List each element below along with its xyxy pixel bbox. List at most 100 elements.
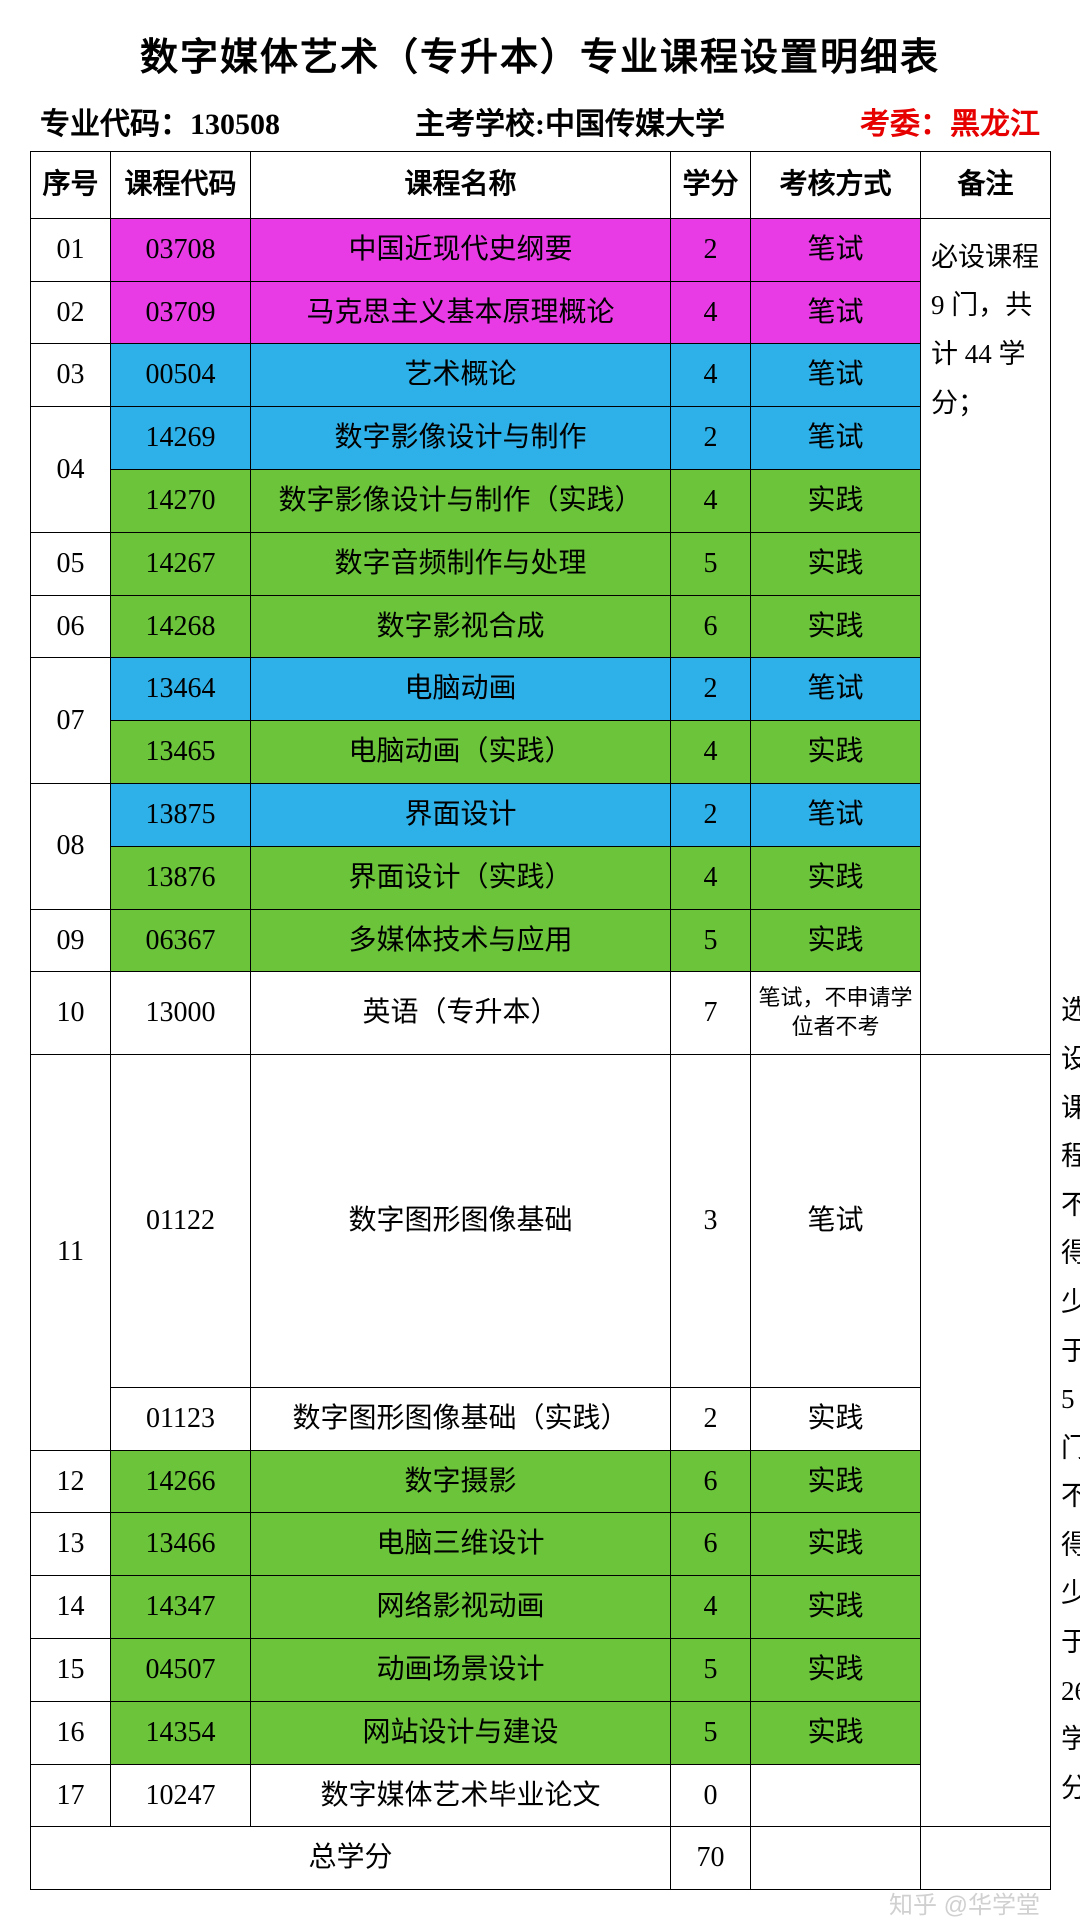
cell-code: 01122 xyxy=(111,1054,251,1387)
major-code-label: 专业代码： xyxy=(40,108,190,141)
cell-seq: 08 xyxy=(31,783,111,909)
cell-seq: 09 xyxy=(31,909,111,972)
cell-exam: 实践 xyxy=(751,1701,921,1764)
cell-name: 数字影像设计与制作（实践） xyxy=(251,469,671,532)
cell-code: 13876 xyxy=(111,846,251,909)
cell-seq: 02 xyxy=(31,281,111,344)
table-row: 0203709马克思主义基本原理概论4笔试 xyxy=(31,281,1051,344)
table-row: 0414269数字影像设计与制作2笔试 xyxy=(31,407,1051,470)
cell-exam: 实践 xyxy=(751,909,921,972)
total-empty xyxy=(921,1827,1051,1890)
table-row: 0300504艺术概论4笔试 xyxy=(31,344,1051,407)
cell-seq: 07 xyxy=(31,658,111,784)
cell-name: 英语（专升本） xyxy=(251,972,671,1054)
col-code: 课程代码 xyxy=(111,152,251,219)
cell-credit: 4 xyxy=(671,469,751,532)
cell-name: 数字影像设计与制作 xyxy=(251,407,671,470)
cell-seq: 10 xyxy=(31,972,111,1054)
cell-credit: 5 xyxy=(671,532,751,595)
cell-seq: 14 xyxy=(31,1576,111,1639)
cell-name: 电脑动画 xyxy=(251,658,671,721)
cell-credit: 4 xyxy=(671,344,751,407)
cell-name: 数字影视合成 xyxy=(251,595,671,658)
cell-exam: 笔试 xyxy=(751,783,921,846)
cell-code: 14266 xyxy=(111,1450,251,1513)
cell-seq: 03 xyxy=(31,344,111,407)
cell-exam: 笔试 xyxy=(751,344,921,407)
table-row: 0514267数字音频制作与处理5实践 xyxy=(31,532,1051,595)
cell-name: 数字媒体艺术毕业论文 xyxy=(251,1764,671,1827)
cell-credit: 6 xyxy=(671,595,751,658)
cell-name: 电脑动画（实践） xyxy=(251,721,671,784)
cell-seq: 16 xyxy=(31,1701,111,1764)
school-label: 主考学校: xyxy=(415,108,545,141)
table-header-row: 序号 课程代码 课程名称 学分 考核方式 备注 xyxy=(31,152,1051,219)
cell-code: 06367 xyxy=(111,909,251,972)
cell-exam: 笔试 xyxy=(751,281,921,344)
table-row: 1101122数字图形图像基础3笔试 xyxy=(31,1054,1051,1387)
table-row: 1710247数字媒体艺术毕业论文0 xyxy=(31,1764,1051,1827)
table-row: 13465电脑动画（实践）4实践 xyxy=(31,721,1051,784)
cell-exam: 实践 xyxy=(751,1639,921,1702)
cell-name: 中国近现代史纲要 xyxy=(251,218,671,281)
table-row: 1013000英语（专升本）7笔试，不申请学位者不考选设课程不得少于 5 门，不… xyxy=(31,972,1051,1054)
cell-seq: 11 xyxy=(31,1054,111,1450)
cell-credit: 6 xyxy=(671,1513,751,1576)
table-row: 14270数字影像设计与制作（实践）4实践 xyxy=(31,469,1051,532)
cell-credit: 2 xyxy=(671,783,751,846)
cell-name: 数字摄影 xyxy=(251,1450,671,1513)
cell-seq: 04 xyxy=(31,407,111,533)
cell-code: 04507 xyxy=(111,1639,251,1702)
cell-credit: 4 xyxy=(671,846,751,909)
col-exam: 考核方式 xyxy=(751,152,921,219)
cell-exam: 笔试，不申请学位者不考 xyxy=(751,972,921,1054)
table-row: 0103708中国近现代史纲要2笔试必设课程 9 门，共计 44 学分； xyxy=(31,218,1051,281)
cell-credit: 0 xyxy=(671,1764,751,1827)
cell-exam: 笔试 xyxy=(751,218,921,281)
cell-name: 动画场景设计 xyxy=(251,1639,671,1702)
cell-credit: 3 xyxy=(671,1054,751,1387)
cell-remark: 必设课程 9 门，共计 44 学分； xyxy=(921,218,1051,1054)
cell-exam: 实践 xyxy=(751,532,921,595)
cell-exam xyxy=(751,1764,921,1827)
table-row: 1414347网络影视动画4实践 xyxy=(31,1576,1051,1639)
cell-exam: 实践 xyxy=(751,1450,921,1513)
cell-seq: 13 xyxy=(31,1513,111,1576)
cell-exam: 实践 xyxy=(751,595,921,658)
cell-seq: 01 xyxy=(31,218,111,281)
cell-seq: 12 xyxy=(31,1450,111,1513)
cell-credit: 2 xyxy=(671,407,751,470)
cell-credit: 2 xyxy=(671,218,751,281)
cell-credit: 4 xyxy=(671,1576,751,1639)
cell-name: 电脑三维设计 xyxy=(251,1513,671,1576)
cell-seq: 06 xyxy=(31,595,111,658)
committee-label: 考委： xyxy=(860,108,950,141)
cell-credit: 6 xyxy=(671,1450,751,1513)
cell-name: 多媒体技术与应用 xyxy=(251,909,671,972)
cell-exam: 实践 xyxy=(751,846,921,909)
cell-credit: 5 xyxy=(671,1639,751,1702)
total-value: 70 xyxy=(671,1827,751,1890)
cell-exam: 实践 xyxy=(751,1513,921,1576)
cell-code: 13466 xyxy=(111,1513,251,1576)
committee-value: 黑龙江 xyxy=(950,108,1040,141)
cell-seq: 05 xyxy=(31,532,111,595)
major-code: 专业代码：130508 xyxy=(40,99,280,143)
cell-exam: 实践 xyxy=(751,1576,921,1639)
table-row: 0614268数字影视合成6实践 xyxy=(31,595,1051,658)
cell-credit: 2 xyxy=(671,658,751,721)
table-row: 01123数字图形图像基础（实践）2实践 xyxy=(31,1387,1051,1450)
table-row: 0906367多媒体技术与应用5实践 xyxy=(31,909,1051,972)
cell-name: 界面设计 xyxy=(251,783,671,846)
page-title: 数字媒体艺术（专升本）专业课程设置明细表 xyxy=(30,26,1050,81)
cell-code: 00504 xyxy=(111,344,251,407)
cell-credit: 4 xyxy=(671,721,751,784)
cell-exam: 实践 xyxy=(751,469,921,532)
cell-code: 13875 xyxy=(111,783,251,846)
cell-exam: 笔试 xyxy=(751,658,921,721)
total-empty xyxy=(751,1827,921,1890)
school: 主考学校:中国传媒大学 xyxy=(415,99,725,143)
cell-exam: 笔试 xyxy=(751,407,921,470)
cell-name: 网络影视动画 xyxy=(251,1576,671,1639)
cell-credit: 5 xyxy=(671,1701,751,1764)
